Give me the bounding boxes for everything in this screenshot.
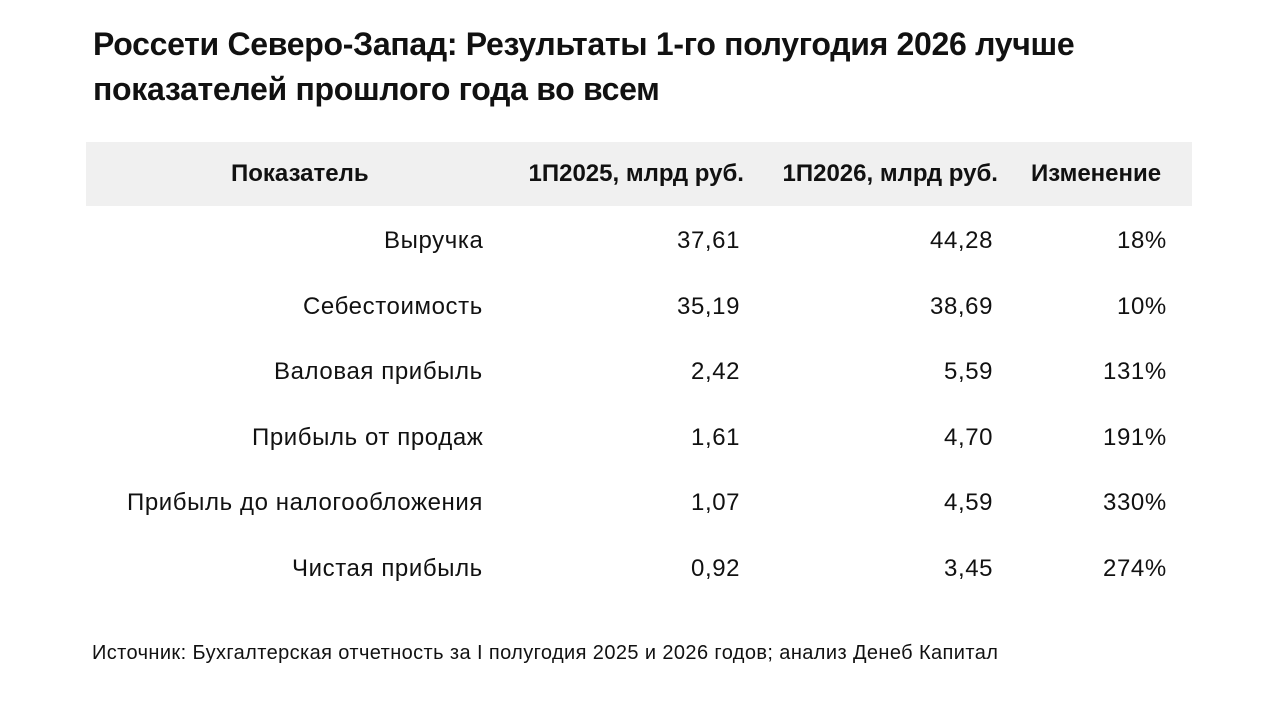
table-cell: 5,59	[944, 358, 994, 386]
table-cell: 1,61	[691, 423, 741, 451]
source-note: Источник: Бухгалтерская отчетность за I …	[92, 642, 999, 664]
table-cell: 3,45	[944, 555, 994, 582]
row-label: Себестоимость	[303, 292, 483, 320]
table-cell: 18%	[1117, 227, 1167, 254]
table-cell: 10%	[1117, 292, 1167, 320]
table-cell: 274%	[1103, 555, 1167, 582]
row-label: Выручка	[384, 227, 484, 254]
column-header: Показатель	[231, 160, 369, 187]
table-cell: 4,59	[944, 489, 994, 517]
table-header-band	[86, 142, 1192, 206]
table-cell: 1,07	[691, 489, 741, 517]
column-header: 1П2025, млрд руб.	[528, 160, 744, 187]
row-label: Прибыль от продаж	[252, 423, 484, 451]
table-cell: 44,28	[930, 227, 994, 254]
table-cell: 191%	[1103, 423, 1167, 451]
row-label: Прибыль до налогообложения	[127, 489, 484, 517]
column-header: 1П2026, млрд руб.	[782, 160, 998, 187]
table-cell: 4,70	[944, 423, 994, 451]
title: Россети Северо-Запад: Результаты 1-го по…	[93, 26, 1075, 107]
table-cell: 131%	[1103, 358, 1167, 386]
row-label: Чистая прибыль	[292, 555, 483, 582]
row-label: Валовая прибыль	[274, 358, 483, 386]
table-cell: 38,69	[930, 292, 994, 320]
table-cell: 2,42	[691, 358, 741, 386]
table-cell: 0,92	[691, 555, 741, 582]
table-cell: 330%	[1103, 489, 1167, 517]
column-header: Изменение	[1031, 160, 1162, 187]
table-cell: 35,19	[677, 292, 741, 320]
table-cell: 37,61	[677, 227, 741, 254]
